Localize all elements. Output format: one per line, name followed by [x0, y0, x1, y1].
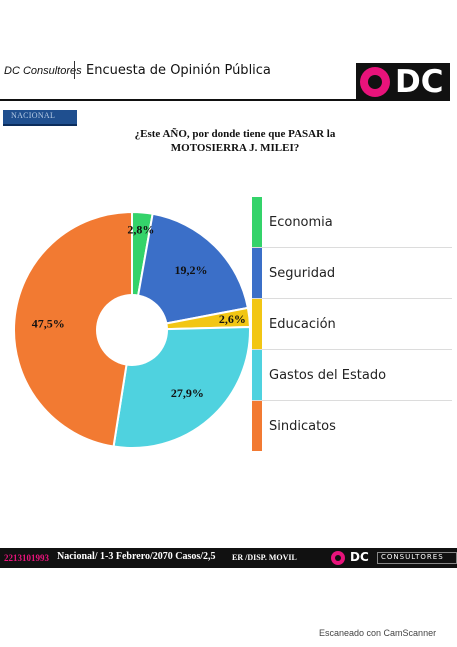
legend-item-3: Gastos del Estado [252, 350, 452, 401]
footer-code: 2213101993 [4, 553, 49, 563]
footer-logo-ring-icon [331, 551, 345, 565]
legend-label-1: Seguridad [269, 266, 336, 281]
footer-logo-text: DC [350, 550, 369, 564]
footer-mobile: ER /DISP. MOVIL [232, 553, 297, 562]
donut-hole [96, 294, 168, 366]
legend-label-4: Sindicatos [269, 419, 336, 434]
slice-value-label-2: 2,6% [219, 312, 246, 326]
footer-strip: 2213101993 Nacional/ 1-3 Febrero/2070 Ca… [0, 548, 457, 568]
section-tag: NACIONAL [3, 110, 77, 126]
legend-item-1: Seguridad [252, 248, 452, 299]
legend-swatch-0 [252, 197, 262, 247]
header-divider [74, 61, 75, 79]
pie-slice-1 [130, 212, 250, 332]
legend-swatch-2 [252, 299, 262, 349]
slice-value-label-1: 19,2% [175, 263, 208, 277]
section-tag-label: NACIONAL [11, 111, 56, 120]
slice-value-label-0: 2,8% [127, 222, 154, 236]
legend-swatch-3 [252, 350, 262, 400]
pie-chart: 2,8% 19,2% 2,6% 27,9% 47,5% [13, 210, 250, 449]
dc-logo: DC [356, 63, 450, 101]
legend-label-0: Economia [269, 215, 333, 230]
legend-label-3: Gastos del Estado [269, 368, 387, 383]
pie-slice-4 [13, 210, 133, 448]
logo-text: DC [395, 64, 444, 100]
scanner-note: Escaneado con CamScanner [319, 628, 437, 638]
report-header: DC Consultores Encuesta de Opinión Públi… [0, 55, 457, 101]
footer-consultores-box: CONSULTORES [377, 552, 457, 564]
legend-swatch-4 [252, 401, 262, 451]
legend-item-4: Sindicatos [252, 401, 452, 451]
legend-label-2: Educación [269, 317, 336, 332]
legend-item-0: Economia [252, 197, 452, 248]
survey-title: Encuesta de Opinión Pública [86, 63, 271, 78]
question-line-1: ¿Este AÑO, por donde tiene que PASAR la [134, 128, 336, 140]
brand-name: DC Consultores [4, 65, 82, 77]
logo-ring-icon [360, 67, 390, 97]
footer-fieldwork: Nacional/ 1-3 Febrero/2070 Casos/2,5 [57, 551, 216, 562]
legend-swatch-1 [252, 248, 262, 298]
footer-consultores: CONSULTORES [381, 553, 444, 561]
chart-legend: Economia Seguridad Educación Gastos del Est… [252, 197, 452, 451]
question-text: ¿Este AÑO, por donde tiene que PASAR la … [90, 127, 380, 155]
slice-value-label-4: 47,5% [32, 316, 65, 330]
header-rule [0, 99, 357, 101]
slice-value-label-3: 27,9% [171, 386, 204, 400]
question-line-2: MOTOSIERRA J. MILEI? [170, 142, 300, 154]
legend-item-2: Educación [252, 299, 452, 350]
